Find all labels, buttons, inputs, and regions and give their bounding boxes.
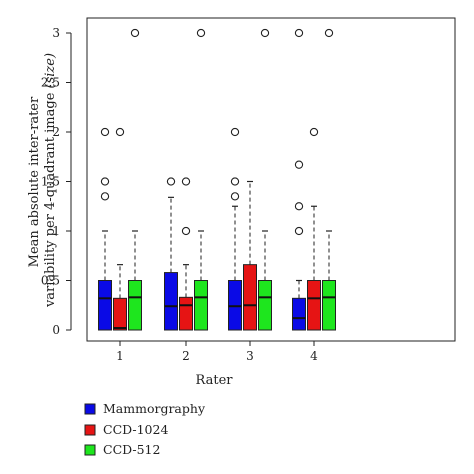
box-ccd-512-rater-1: [128, 230, 142, 331]
box-body: [292, 297, 306, 331]
outlier-point: [166, 177, 176, 186]
box-ccd-512-rater-2: [194, 230, 208, 331]
outlier-point: [196, 28, 206, 38]
x-tick-label: 4: [310, 349, 318, 363]
outlier-point: [181, 226, 191, 236]
box-mammorgraphy-rater-1: [98, 230, 112, 331]
legend-swatch: [84, 424, 96, 436]
legend-label: CCD-1024: [103, 422, 168, 437]
legend-swatch: [84, 403, 96, 415]
outlier-point: [309, 127, 319, 137]
outlier-point: [294, 226, 304, 236]
outlier-point: [100, 192, 110, 201]
y-axis-title-line-2: variability per 4-quadrant image (size): [43, 53, 58, 308]
box-body: [194, 280, 208, 331]
y-tick-label: 0: [52, 323, 60, 337]
box-ccd-512-rater-4: [322, 230, 336, 331]
y-axis-title-line-1: Mean absolute inter-rater: [27, 96, 42, 267]
box-ccd-512-rater-3: [258, 230, 272, 331]
outlier-point: [100, 177, 110, 186]
y-axis-title: Mean absolute inter-rater variability pe…: [27, 53, 58, 308]
legend: Mammorgraphy CCD-1024 CCD-512: [84, 401, 206, 457]
outlier-point: [230, 177, 240, 186]
outlier-point: [230, 192, 240, 201]
y-tick-label: 2: [52, 125, 60, 139]
y-tick-label: 3: [52, 26, 60, 40]
outlier-group: [100, 28, 334, 236]
box-body: [113, 297, 127, 331]
x-tick-label: 2: [182, 349, 190, 363]
box-mammorgraphy-rater-2: [164, 196, 178, 331]
outlier-point: [100, 127, 110, 137]
outlier-point: [115, 127, 125, 137]
y-tick-label: 0.5: [41, 274, 60, 288]
x-axis: 1 2 3 4: [116, 340, 318, 363]
box-body: [98, 280, 112, 331]
y-tick-label: 2.5: [41, 76, 60, 90]
box-body: [128, 280, 142, 331]
x-tick-label: 1: [116, 349, 124, 363]
legend-item-mammorgraphy: Mammorgraphy: [84, 401, 206, 416]
box-body: [322, 280, 336, 331]
x-axis-title: Rater: [196, 373, 234, 388]
box-mammorgraphy-rater-3: [228, 205, 242, 331]
box-ccd-1024-rater-1: [113, 264, 127, 331]
box-body: [243, 264, 257, 331]
box-body: [179, 296, 193, 331]
outlier-point: [294, 28, 304, 38]
outlier-point: [230, 127, 240, 137]
box-body: [307, 280, 321, 331]
box-ccd-1024-rater-2: [179, 264, 193, 331]
outlier-point: [324, 28, 334, 38]
outlier-point: [260, 28, 270, 38]
box-body: [164, 272, 178, 331]
legend-item-ccd-512: CCD-512: [84, 442, 160, 457]
y-tick-label: 1: [52, 224, 60, 238]
y-tick-label: 1.5: [41, 175, 60, 189]
y-axis-title-line-2-text: variability per 4-quadrant image: [43, 92, 58, 308]
box-mammorgraphy-rater-4: [292, 279, 306, 331]
outlier-point: [294, 160, 304, 169]
outlier-point: [130, 28, 140, 38]
outlier-point: [294, 202, 304, 211]
legend-label: Mammorgraphy: [103, 401, 206, 416]
box-ccd-1024-rater-4: [307, 205, 321, 331]
x-tick-label: 3: [246, 349, 254, 363]
y-axis-title-suffix: (size): [43, 53, 58, 89]
y-axis: 0 0.5 1 1.5 2 2.5 3: [41, 26, 72, 337]
box-body: [258, 280, 272, 331]
outlier-point: [181, 177, 191, 186]
box-ccd-1024-rater-3: [243, 180, 257, 331]
box-series-group: [98, 180, 336, 331]
legend-swatch: [84, 444, 96, 456]
legend-item-ccd-1024: CCD-1024: [84, 422, 168, 437]
legend-label: CCD-512: [103, 442, 160, 457]
